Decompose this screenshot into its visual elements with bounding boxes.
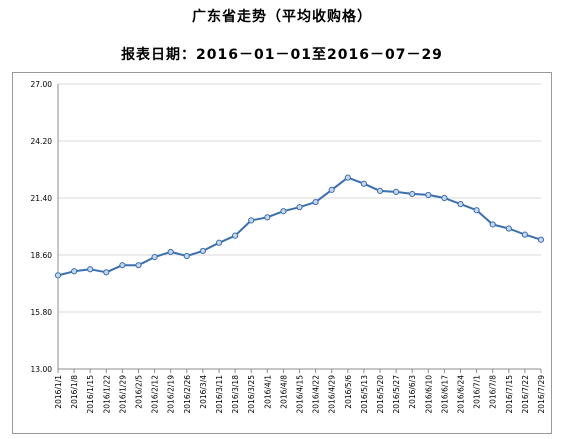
- x-tick-label: 2016/1/22: [102, 375, 111, 414]
- x-tick-label: 2016/6/3: [408, 375, 417, 409]
- x-tick-label: 2016/1/29: [118, 375, 127, 414]
- x-tick-label: 2016/7/8: [489, 375, 498, 409]
- data-point: [103, 269, 110, 276]
- series-line: [57, 176, 542, 277]
- data-point: [232, 232, 239, 239]
- data-point: [457, 201, 464, 208]
- x-tick-label: 2016/3/25: [247, 375, 256, 414]
- x-tick-label: 2016/1/15: [86, 375, 95, 414]
- x-tick-label: 2016/7/15: [505, 375, 514, 414]
- data-point: [71, 268, 78, 275]
- data-point: [537, 236, 545, 243]
- data-point: [296, 204, 303, 211]
- data-point: [505, 225, 512, 232]
- data-point: [167, 248, 174, 256]
- y-tick-label: 15.80: [31, 308, 53, 317]
- data-point: [54, 272, 62, 279]
- x-tick-label: 2016/4/22: [312, 375, 321, 414]
- x-tick-label: 2016/3/4: [199, 375, 208, 409]
- data-point: [199, 247, 206, 255]
- data-point: [441, 194, 448, 202]
- y-tick-label: 13.00: [31, 365, 53, 374]
- data-point: [264, 214, 271, 221]
- data-point: [135, 262, 142, 269]
- x-tick-label: 2016/4/8: [279, 375, 288, 409]
- data-point: [87, 266, 94, 273]
- y-tick-label: 21.40: [31, 194, 53, 203]
- report-date-range: 报表日期：2016－01－01至2016－07－29: [121, 47, 443, 63]
- data-point: [344, 174, 351, 181]
- x-tick-label: 2016/4/1: [263, 375, 272, 409]
- data-point: [393, 188, 400, 195]
- y-tick-label: 18.60: [31, 251, 53, 260]
- data-point: [473, 207, 480, 214]
- x-tick-label: 2016/7/22: [521, 375, 530, 414]
- data-point: [425, 191, 432, 199]
- data-point: [183, 252, 190, 260]
- data-point: [119, 262, 126, 269]
- data-point: [248, 217, 255, 224]
- x-tick-label: 2016/3/18: [231, 375, 240, 414]
- x-tick-label: 2016/5/13: [360, 375, 369, 414]
- x-tick-label: 2016/2/5: [135, 375, 144, 409]
- y-tick-label: 27.00: [31, 80, 53, 89]
- data-point: [521, 231, 529, 238]
- x-tick-label: 2016/2/26: [183, 375, 192, 414]
- x-tick-label: 2016/4/15: [296, 375, 305, 414]
- data-point: [280, 208, 287, 215]
- data-point: [376, 187, 384, 194]
- x-tick-label: 2016/6/17: [440, 375, 449, 414]
- data-point: [328, 186, 335, 193]
- x-tick-label: 2016/7/29: [537, 375, 546, 414]
- x-tick-label: 2016/1/8: [70, 375, 79, 409]
- data-point: [151, 253, 158, 261]
- chart-title: 广东省走势（平均收购格）: [192, 9, 372, 25]
- data-point: [215, 239, 223, 246]
- x-tick-label: 2016/5/27: [392, 375, 401, 414]
- x-tick-label: 2016/5/20: [376, 375, 385, 414]
- x-tick-label: 2016/4/29: [328, 375, 337, 414]
- x-tick-label: 2016/5/6: [344, 375, 353, 409]
- x-tick-label: 2016/1/1: [54, 375, 63, 409]
- x-tick-label: 2016/2/12: [151, 375, 160, 414]
- x-tick-label: 2016/6/10: [424, 375, 433, 414]
- x-tick-label: 2016/3/11: [215, 375, 224, 414]
- data-point: [409, 190, 416, 198]
- x-tick-label: 2016/6/24: [457, 375, 466, 414]
- data-point: [312, 198, 319, 206]
- data-point: [489, 221, 496, 228]
- x-tick-label: 2016/2/19: [167, 375, 176, 414]
- x-tick-label: 2016/7/1: [473, 375, 482, 409]
- y-tick-label: 24.20: [31, 137, 53, 146]
- chart-frame: [12, 72, 552, 434]
- data-point: [360, 180, 367, 187]
